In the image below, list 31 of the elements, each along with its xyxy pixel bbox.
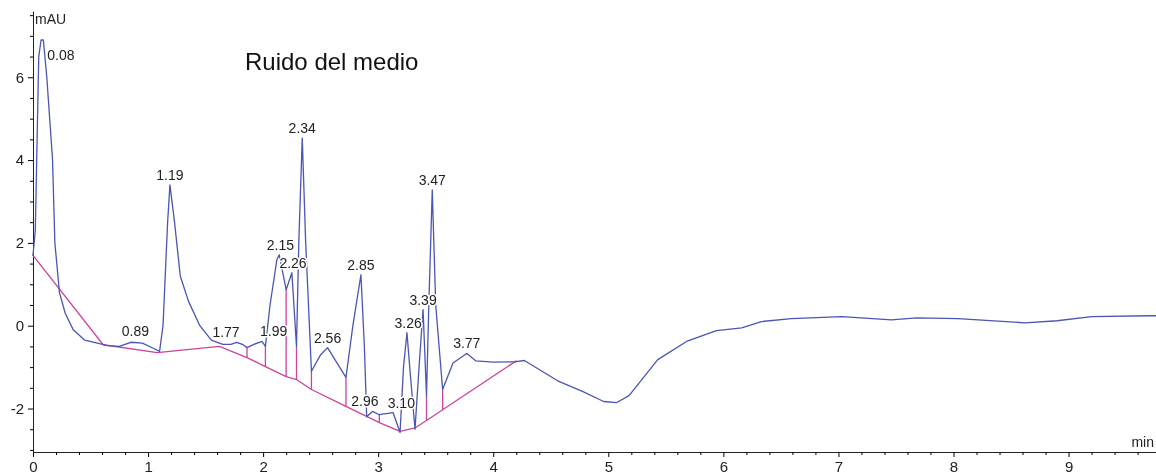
annotation: 2.85 bbox=[347, 256, 375, 273]
annotation: 2.15 bbox=[266, 236, 295, 253]
annotation: 1.19 bbox=[156, 166, 184, 183]
x-tick-label: 0 bbox=[29, 457, 38, 473]
x-tick-label: 8 bbox=[949, 457, 959, 473]
annotation: 3.47 bbox=[418, 171, 447, 188]
annotation: 0.89 bbox=[121, 323, 150, 340]
annotation: 0.08 bbox=[47, 46, 75, 63]
x-tick-label: 4 bbox=[489, 457, 498, 473]
text: Ruido del medio bbox=[245, 48, 419, 75]
annotation: 3.77 bbox=[453, 335, 481, 352]
y-tick-label: -2 bbox=[10, 399, 24, 417]
y-tick-label: 2 bbox=[15, 234, 24, 252]
y-tick-label: 0 bbox=[15, 317, 24, 334]
y-tick-label: 4 bbox=[15, 151, 24, 169]
annotation: 3.26 bbox=[394, 314, 422, 331]
y-axis-title: mAU bbox=[35, 11, 67, 27]
x-tick-label: 7 bbox=[834, 457, 844, 473]
line-series bbox=[32, 254, 517, 432]
x-tick-label: 1 bbox=[144, 457, 153, 473]
x-tick-label: 3 bbox=[374, 457, 383, 473]
annotation: 2.56 bbox=[313, 329, 342, 346]
x-tick-label: 9 bbox=[1064, 457, 1074, 473]
x-tick-label: 6 bbox=[719, 457, 729, 473]
x-axis-title: min bbox=[1131, 434, 1154, 450]
line-series bbox=[32, 39, 1156, 434]
annotation: 2.34 bbox=[288, 120, 317, 137]
annotation: 1.77 bbox=[212, 324, 240, 341]
x-tick-label: 2 bbox=[259, 457, 268, 473]
y-tick-label: 6 bbox=[15, 68, 24, 86]
x-tick-label: 5 bbox=[604, 457, 613, 473]
